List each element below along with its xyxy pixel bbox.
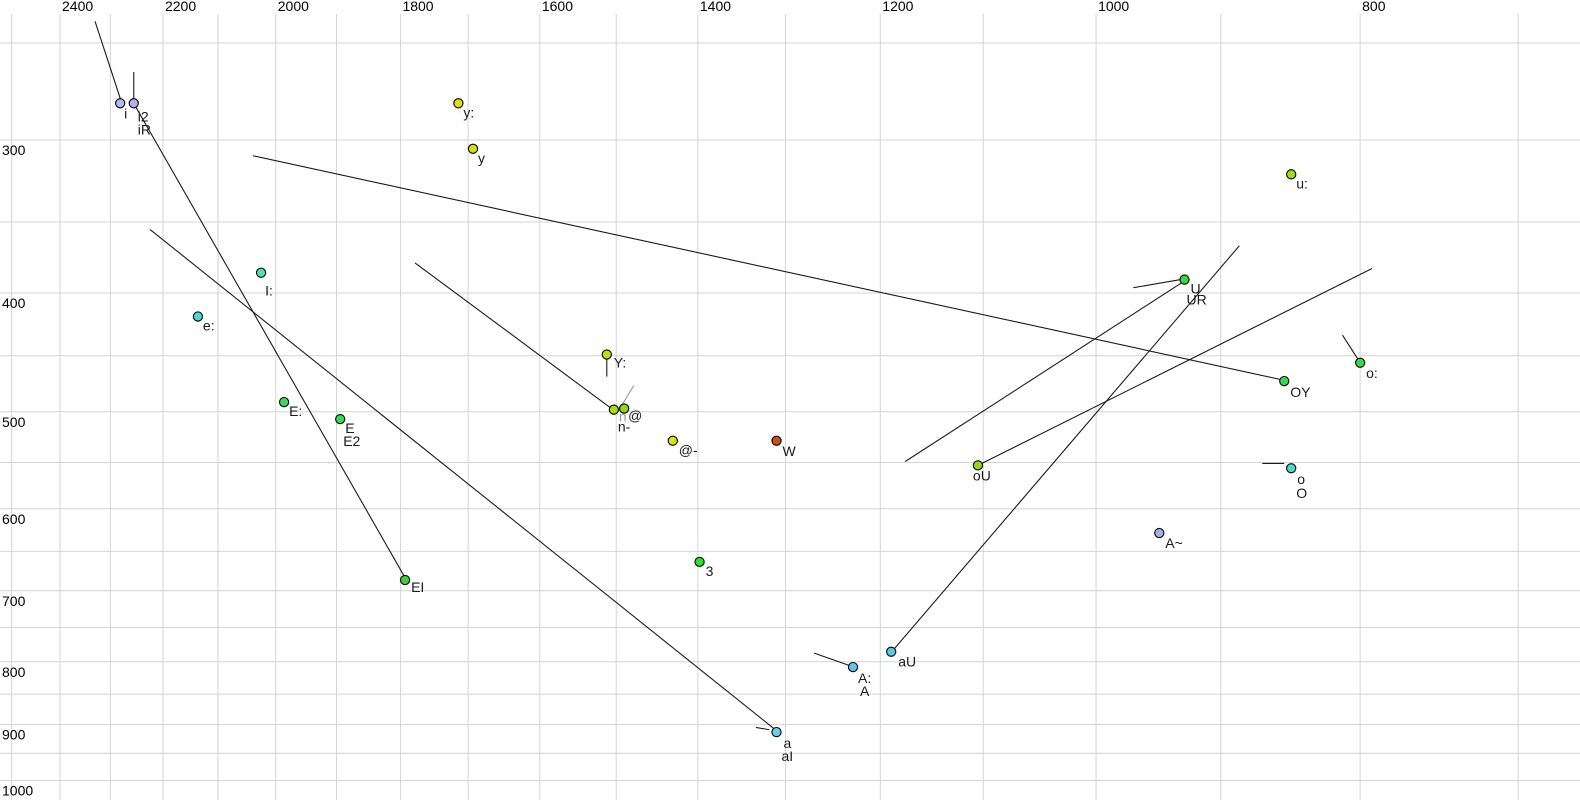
x-tick-label-2200: 2200 <box>165 0 196 14</box>
point-extra-label-0: n <box>619 409 627 425</box>
data-point-@[interactable] <box>618 403 630 414</box>
x-tick-label-2000: 2000 <box>278 0 309 14</box>
data-point-o[interactable] <box>1286 463 1297 474</box>
point-label-EI: EI <box>411 579 424 595</box>
point-label-O: O <box>1296 485 1307 501</box>
point-label-A~: A~ <box>1165 535 1183 551</box>
data-point-U[interactable] <box>1179 274 1190 285</box>
trajectory-line-10 <box>813 652 851 667</box>
y-tick-label-300: 300 <box>2 142 26 158</box>
data-point-E:[interactable] <box>278 396 290 408</box>
x-tick-label-1600: 1600 <box>542 0 573 14</box>
trajectory-line-15 <box>904 280 1185 462</box>
point-label-o: o <box>1297 471 1305 487</box>
point-label-A: A <box>860 683 870 699</box>
data-point-u:[interactable] <box>1286 169 1297 180</box>
trajectory-line-0 <box>94 21 122 102</box>
trajectory-line-5 <box>252 155 1283 381</box>
point-label-E2: E2 <box>343 433 360 449</box>
x-tick-label-800: 800 <box>1362 0 1386 14</box>
point-label-e:: e: <box>203 317 215 333</box>
data-point-OY[interactable] <box>1279 375 1290 387</box>
point-label-U: U <box>1191 281 1201 297</box>
data-point-y[interactable] <box>467 143 479 154</box>
point-label-u:: u: <box>1296 175 1308 191</box>
x-tick-label-1400: 1400 <box>700 0 731 14</box>
trajectory-line-13 <box>890 245 1240 653</box>
point-label-A:: A: <box>858 670 871 686</box>
point-label-OY: OY <box>1290 384 1311 400</box>
data-point-y:[interactable] <box>453 98 464 109</box>
data-point-@-[interactable] <box>667 435 678 446</box>
trajectory-line-12 <box>1133 279 1181 289</box>
trajectory-line-7 <box>621 385 635 406</box>
trajectory-line-4 <box>414 262 612 410</box>
point-label-UR: UR <box>1187 292 1207 308</box>
data-point-A~[interactable] <box>1154 527 1165 539</box>
data-point-o:[interactable] <box>1355 357 1366 368</box>
point-label-Y:: Y: <box>614 355 626 371</box>
data-point-e:[interactable] <box>192 311 204 322</box>
data-point-3[interactable] <box>694 556 705 568</box>
data-point-A:[interactable] <box>847 661 859 673</box>
data-point-EI[interactable] <box>399 574 411 586</box>
point-label-E: E <box>345 420 354 436</box>
y-tick-label-600: 600 <box>2 511 26 527</box>
trajectory-line-8 <box>1342 334 1360 361</box>
point-label-W: W <box>783 443 797 459</box>
data-point-a[interactable] <box>771 726 782 738</box>
point-label-aI: aI <box>782 748 794 764</box>
trajectory-line-14 <box>977 268 1373 466</box>
x-tick-label-2400: 2400 <box>62 0 93 14</box>
data-point-i2[interactable] <box>128 98 139 109</box>
point-label-y:: y: <box>463 104 474 120</box>
y-tick-label-800: 800 <box>2 664 26 680</box>
point-label-y: y <box>478 150 485 166</box>
point-label-aU: aU <box>898 654 916 670</box>
point-label-i2: i2 <box>138 108 149 124</box>
point-label-@: @ <box>628 408 642 424</box>
data-point-aU[interactable] <box>886 646 897 657</box>
y-tick-label-700: 700 <box>2 593 26 609</box>
data-point-Y:[interactable] <box>601 349 612 360</box>
data-point-I:[interactable] <box>255 267 267 278</box>
trajectory-line-3 <box>149 229 776 730</box>
point-label-i: i <box>124 105 127 121</box>
point-label-o:: o: <box>1366 365 1378 381</box>
point-label-I:: I: <box>265 283 273 299</box>
trajectory-line-2 <box>135 106 406 578</box>
x-tick-label-1200: 1200 <box>882 0 913 14</box>
point-label-E:: E: <box>289 403 302 419</box>
y-tick-label-900: 900 <box>2 726 26 742</box>
point-label-@-: @- <box>679 442 698 458</box>
y-tick-label-1000: 1000 <box>2 783 33 799</box>
y-tick-label-400: 400 <box>2 295 26 311</box>
trajectory-line-11 <box>755 726 770 731</box>
data-point-n-[interactable] <box>608 404 620 415</box>
y-tick-label-500: 500 <box>2 414 26 430</box>
data-point-i[interactable] <box>115 98 126 109</box>
data-point-W[interactable] <box>771 435 782 446</box>
data-point-oU[interactable] <box>972 460 984 471</box>
data-point-E[interactable] <box>335 414 346 425</box>
x-tick-label-1000: 1000 <box>1098 0 1129 14</box>
point-label-3: 3 <box>706 563 714 579</box>
x-tick-label-1800: 1800 <box>402 0 433 14</box>
point-label-a: a <box>784 735 792 751</box>
point-label-iR: iR <box>138 121 151 137</box>
point-label-n-: n- <box>618 419 631 435</box>
point-label-oU: oU <box>973 467 991 483</box>
